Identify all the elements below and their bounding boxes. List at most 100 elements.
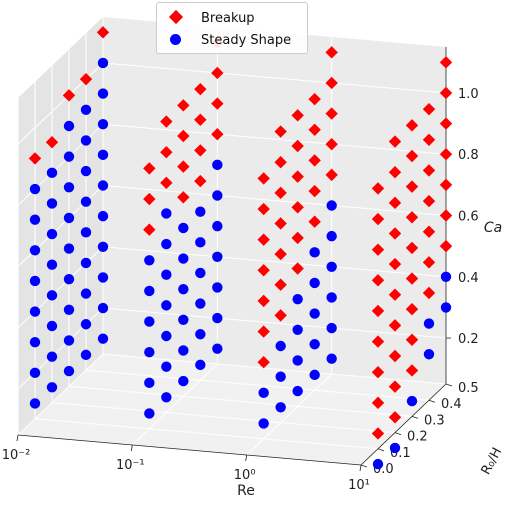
steady-shape-point	[29, 306, 41, 317]
x-tick-mark	[245, 454, 248, 462]
breakup-point	[257, 172, 270, 185]
steady-shape-point	[423, 349, 435, 360]
x-tick-mark	[16, 434, 19, 442]
y-tick-mark	[411, 416, 419, 419]
y-tick-mark	[394, 432, 402, 435]
breakup-point	[257, 294, 270, 308]
steady-shape-point	[97, 88, 109, 99]
steady-shape-point	[292, 293, 303, 305]
steady-shape-point	[80, 288, 92, 299]
z-axis-label: Ca	[484, 220, 502, 236]
breakup-point	[291, 109, 304, 122]
steady-shape-point	[326, 230, 337, 242]
steady-shape-point	[389, 442, 401, 454]
breakup-point	[274, 125, 287, 138]
steady-shape-point	[97, 149, 109, 161]
breakup-point	[274, 155, 287, 169]
steady-shape-point	[161, 361, 172, 372]
x-tick-label: 10¹	[348, 478, 370, 493]
steady-shape-point	[178, 253, 189, 264]
legend: Breakup Steady Shape	[156, 2, 308, 54]
breakup-point	[388, 165, 402, 179]
steady-shape-point	[80, 196, 92, 207]
z-tick-label: 0.8	[458, 148, 479, 163]
steady-shape-point	[309, 247, 320, 258]
steady-shape-point	[80, 135, 92, 146]
axis-panes	[18, 17, 446, 465]
y-tick-mark	[360, 464, 368, 468]
breakup-point	[388, 257, 402, 271]
breakup-point	[291, 231, 304, 245]
steady-shape-point	[309, 339, 320, 350]
breakup-point	[291, 170, 304, 183]
steady-shape-point	[212, 159, 223, 171]
floor-pane	[18, 354, 446, 465]
steady-shape-point	[63, 304, 75, 316]
steady-shape-point	[326, 353, 337, 364]
breakup-point	[371, 366, 385, 379]
steady-shape-point	[292, 385, 303, 397]
breakup-point	[388, 288, 402, 301]
breakup-point	[388, 319, 402, 332]
legend-diamond-marker	[167, 9, 189, 26]
breakup-point	[45, 135, 59, 149]
y-tick-label: 0.2	[407, 430, 428, 445]
steady-shape-point	[195, 359, 206, 371]
breakup-point	[371, 243, 385, 256]
breakup-point	[371, 304, 385, 318]
grid-line-y	[68, 385, 413, 417]
steady-shape-point	[63, 212, 75, 224]
steady-shape-point	[161, 238, 172, 250]
steady-shape-point	[161, 330, 172, 342]
breakup-point	[308, 123, 321, 136]
breakup-point	[194, 144, 207, 157]
steady-shape-point	[144, 408, 155, 419]
breakup-point	[325, 138, 338, 151]
breakup-point	[371, 335, 385, 348]
steady-shape-point	[46, 382, 58, 393]
steady-shape-point	[46, 259, 58, 270]
breakup-point	[308, 154, 321, 167]
steady-shape-point	[63, 365, 75, 377]
steady-shape-point	[63, 273, 75, 285]
breakup-point	[308, 215, 321, 228]
breakup-point	[388, 227, 402, 240]
breakup-point	[291, 262, 304, 275]
steady-shape-point	[97, 180, 109, 191]
steady-shape-point	[29, 183, 41, 195]
steady-shape-point	[80, 227, 92, 238]
steady-shape-point	[178, 345, 189, 356]
breakup-point	[439, 239, 453, 253]
breakup-point	[422, 164, 436, 177]
steady-shape-point	[144, 285, 155, 297]
breakup-point	[405, 149, 419, 163]
steady-shape-point	[161, 269, 172, 280]
breakup-point	[291, 139, 304, 153]
breakup-point	[257, 264, 270, 277]
breakup-point	[211, 66, 224, 80]
steady-shape-point	[161, 392, 172, 403]
steady-shape-point	[144, 316, 155, 327]
breakup-point	[422, 194, 436, 208]
y-tick-label: 0.3	[424, 413, 445, 428]
x-tick-mark	[130, 444, 133, 452]
steady-shape-point	[212, 220, 223, 232]
breakup-point	[143, 162, 156, 175]
breakup-point	[177, 191, 190, 204]
steady-shape-point	[80, 165, 92, 177]
breakup-point	[194, 174, 207, 188]
breakup-point	[439, 117, 453, 130]
grid-line-y	[51, 402, 396, 434]
breakup-point	[177, 160, 190, 173]
breakup-point	[325, 107, 338, 120]
x-tick-mark	[359, 464, 362, 472]
breakup-point	[211, 128, 224, 141]
breakup-point	[388, 411, 402, 424]
y-tick-mark	[445, 383, 453, 387]
steady-shape-point	[275, 371, 286, 382]
z-tick-label: 0.2	[458, 332, 479, 347]
breakup-point	[325, 46, 338, 59]
steady-shape-point	[97, 119, 109, 130]
breakup-point	[422, 256, 436, 269]
breakup-point	[257, 325, 270, 338]
